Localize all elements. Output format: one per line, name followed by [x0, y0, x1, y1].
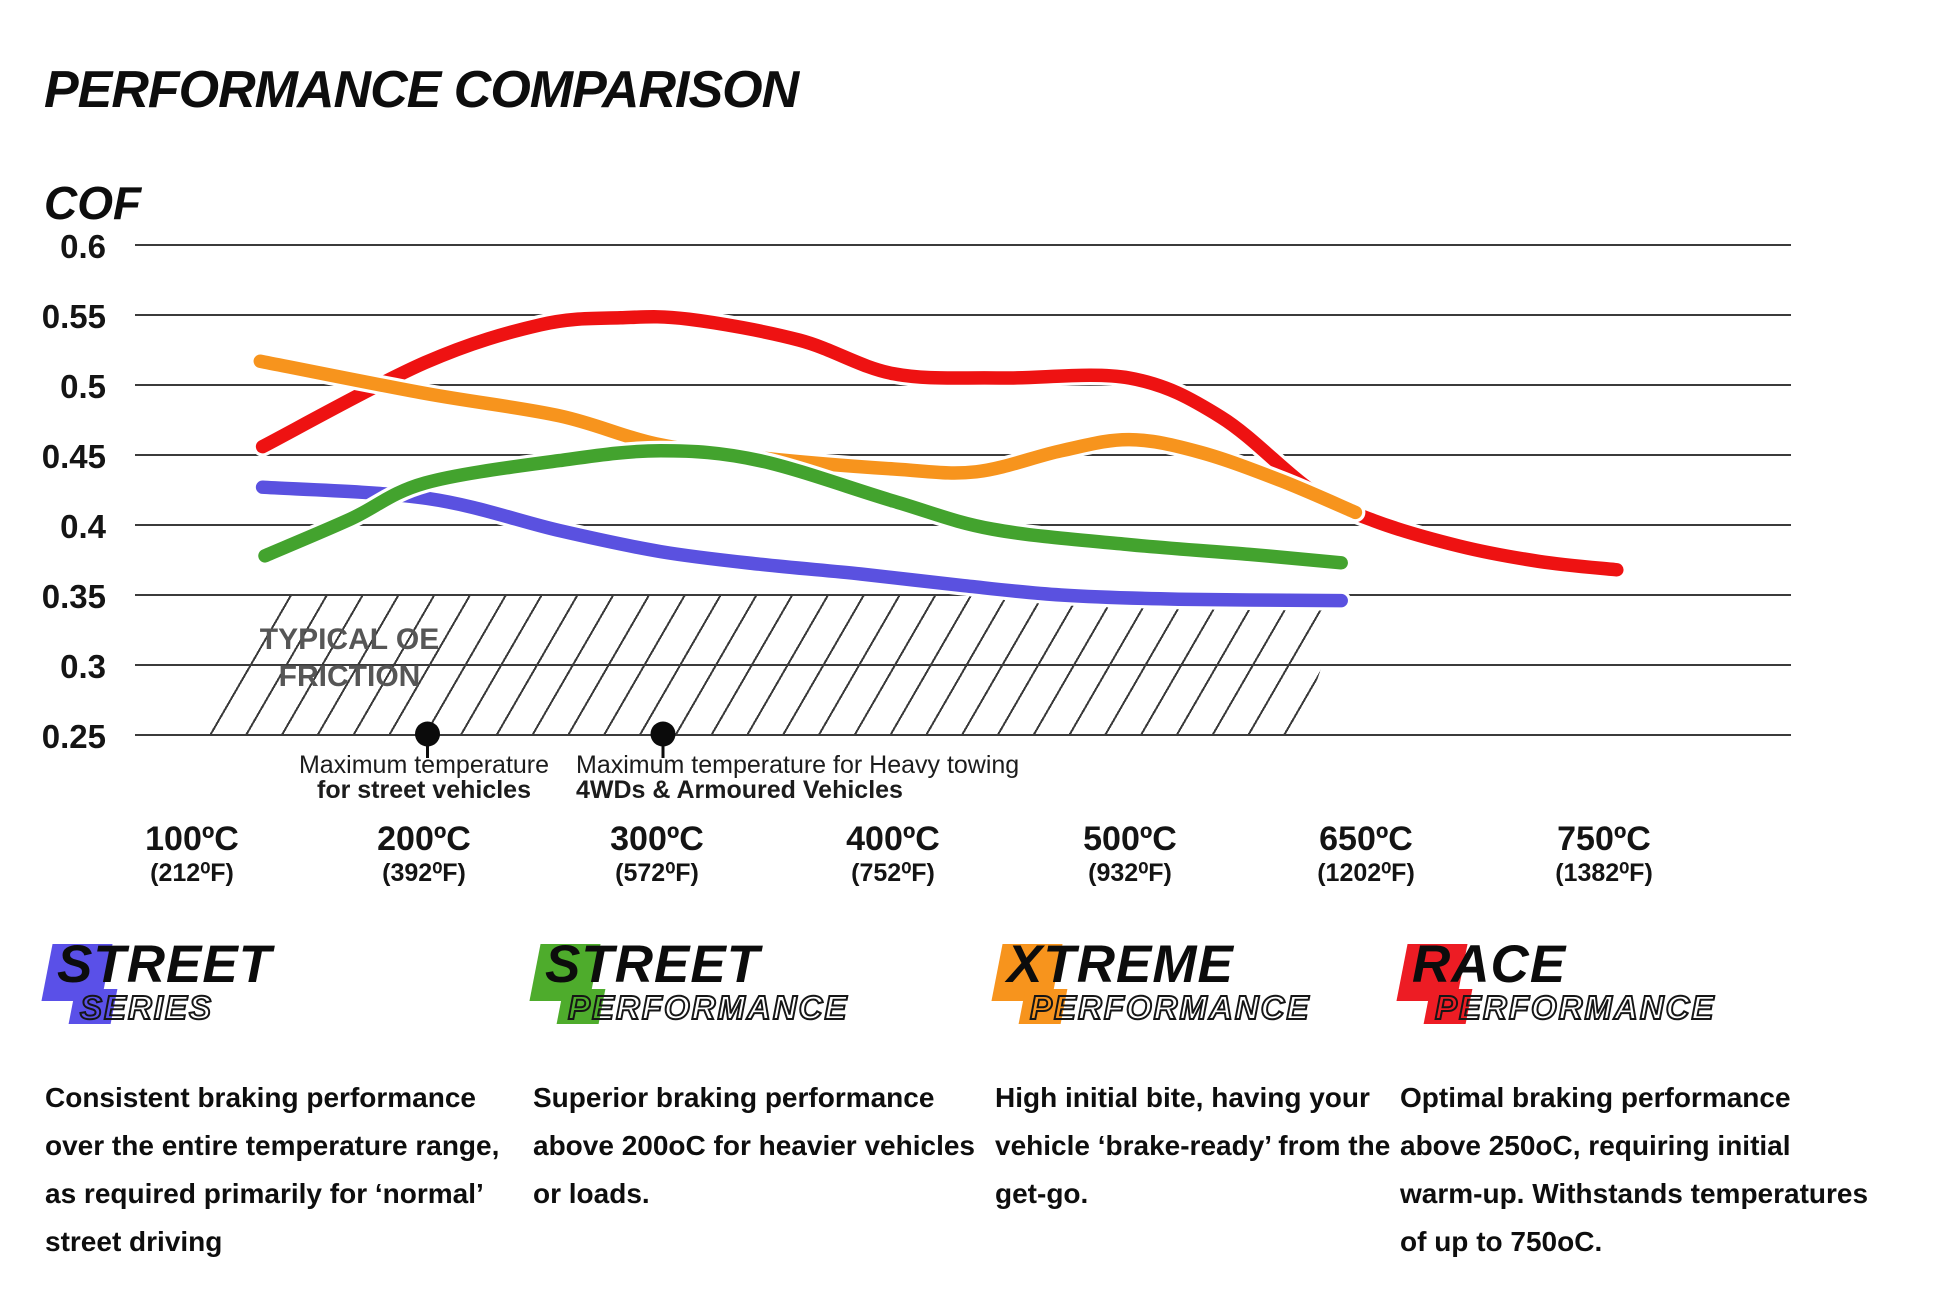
page-title: PERFORMANCE COMPARISON: [44, 61, 799, 119]
x-tick-label: 500ºC: [1083, 820, 1177, 858]
annotation-line1: Maximum temperature: [298, 751, 550, 779]
legend-item-race-performance: RACE PERFORMANCE Optimal braking perform…: [1396, 935, 1900, 1300]
street-performance-curve-halo: [255, 440, 1352, 573]
annotation-line2: for street vehicles: [317, 776, 531, 804]
legend-word2: PERFORMANCE: [1434, 988, 1716, 1027]
gridline-0.45: [135, 454, 1791, 456]
x-tick-label: 650ºC: [1319, 820, 1413, 858]
y-tick-label: 0.45: [41, 438, 106, 475]
oe-label-line2: FRICTION: [278, 660, 421, 693]
x-tick-label: 400ºC: [846, 820, 940, 858]
legend-description: Consistent braking performance over the …: [45, 1082, 500, 1257]
y-tick-label: 0.25: [41, 718, 106, 755]
street-performance-logo: STREET PERFORMANCE: [529, 935, 1003, 1044]
annotation-heavy-towing-max-temp: Maximum temperature for Heavy towing 4WD…: [576, 753, 1196, 803]
x-tick-sublabel: (392⁰F): [382, 859, 466, 887]
legend-word1: STREET: [57, 935, 273, 994]
typical-oe-friction-band: [182, 596, 1345, 735]
gridline-0.6: [135, 244, 1791, 246]
gridline-0.55: [135, 314, 1791, 316]
y-axis-title: COF: [44, 177, 142, 229]
annotation-street-max-temp: Maximum temperature for street vehicles: [164, 753, 684, 803]
legend-item-street-performance: STREET PERFORMANCE Superior braking perf…: [529, 935, 1033, 1300]
legend-word1: RACE: [1412, 935, 1567, 994]
x-tick-sublabel: (572⁰F): [615, 859, 699, 887]
legend-word2: PERFORMANCE: [1029, 988, 1311, 1027]
legend-description: Superior braking performance above 200oC…: [533, 1082, 975, 1209]
legend-description: High initial bite, having your vehicle ‘…: [995, 1082, 1391, 1209]
legend-description: Optimal braking performance above 250oC,…: [1400, 1082, 1869, 1257]
x-tick-sublabel: (932⁰F): [1088, 859, 1172, 887]
oe-label-line1: TYPICAL OE: [259, 623, 440, 656]
x-tick-label: 100ºC: [145, 820, 239, 858]
race-performance-curve: [255, 310, 1624, 577]
annotation-line2: 4WDs & Armoured Vehicles: [576, 776, 903, 804]
xtreme-performance-logo: XTREME PERFORMANCE: [991, 935, 1465, 1044]
typical-oe-friction-label: TYPICAL OE FRICTION: [252, 621, 447, 695]
y-tick-label: 0.6: [60, 228, 106, 265]
y-tick-label: 0.5: [60, 368, 106, 405]
x-tick-label: 750ºC: [1557, 820, 1651, 858]
legend-word1: STREET: [545, 935, 761, 994]
race-performance-logo: RACE PERFORMANCE: [1396, 935, 1870, 1044]
gridline-0.4: [135, 524, 1791, 526]
x-tick-sublabel: (752⁰F): [851, 859, 935, 887]
legend-word2: SERIES: [79, 988, 214, 1027]
x-tick-sublabel: (1382⁰F): [1555, 859, 1653, 887]
race-performance-curve-halo: [252, 306, 1627, 580]
gridline-0.5: [135, 384, 1791, 386]
y-tick-label: 0.55: [41, 298, 106, 335]
street-series-curve: [255, 480, 1348, 608]
gridline-0.35: [135, 594, 1791, 596]
street-series-logo: STREET SERIES: [41, 935, 515, 1044]
legend-word1: XTREME: [1007, 935, 1234, 994]
street-series-curve-halo: [252, 477, 1352, 611]
y-tick-label: 0.35: [41, 578, 106, 615]
x-tick-label: 300ºC: [610, 820, 704, 858]
x-tick-label: 200ºC: [377, 820, 471, 858]
x-tick-sublabel: (1202⁰F): [1317, 859, 1415, 887]
legend-word2: PERFORMANCE: [567, 988, 849, 1027]
y-tick-label: 0.4: [60, 508, 106, 545]
gridline-0.25: [135, 734, 1791, 736]
street-performance-curve: [258, 444, 1348, 570]
annotation-line1: Maximum temperature for Heavy towing: [576, 751, 1020, 779]
y-tick-label: 0.3: [60, 648, 106, 685]
legend-item-street-series: STREET SERIES Consistent braking perform…: [41, 935, 545, 1300]
legend-item-xtreme-performance: XTREME PERFORMANCE High initial bite, ha…: [991, 935, 1495, 1300]
x-tick-sublabel: (212⁰F): [150, 859, 234, 887]
